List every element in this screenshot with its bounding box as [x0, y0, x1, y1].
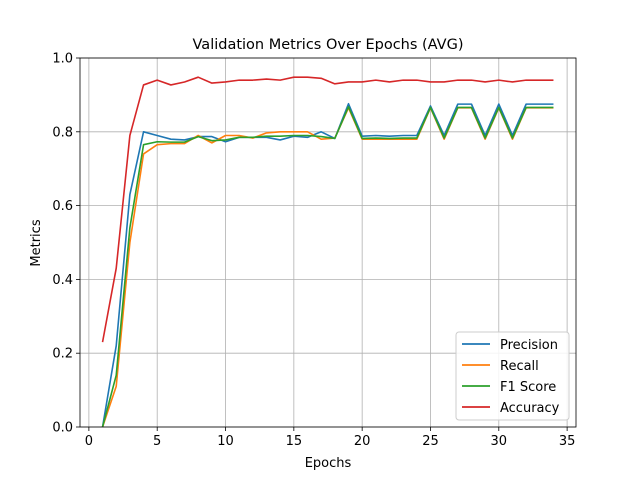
series-line-accuracy [101, 76, 554, 343]
series-lines [101, 76, 554, 428]
y-tick-label: 0.0 [52, 421, 73, 436]
legend-label-accuracy: Accuracy [500, 401, 560, 416]
y-tick-label: 0.4 [52, 273, 73, 288]
legend-box [455, 331, 570, 421]
plot-area-frame [79, 57, 577, 428]
series-line-precision [101, 102, 554, 428]
x-tick-label: 35 [559, 434, 576, 449]
y-tick-label: 1.0 [52, 52, 73, 67]
series-line-f1-score [101, 105, 554, 428]
x-tick-label: 20 [354, 434, 371, 449]
axis-ticks: 0 5 10 15 20 25 30 35 0.0 0.2 0.4 0.6 0.8 1.0 [52, 52, 575, 450]
y-tick-label: 0.6 [52, 199, 73, 214]
y-tick-label: 0.8 [52, 125, 73, 140]
chart-title: Validation Metrics Over Epochs (AVG) [193, 37, 464, 53]
x-tick-label: 25 [422, 434, 439, 449]
x-tick-label: 30 [491, 434, 508, 449]
legend-label-precision: Precision [500, 338, 558, 353]
x-tick-label: 15 [286, 434, 303, 449]
x-tick-label: 10 [217, 434, 234, 449]
legend-label-recall: Recall [500, 359, 539, 374]
x-tick-label: 5 [153, 434, 161, 449]
legend-label-f1-score: F1 Score [500, 380, 556, 395]
y-axis-label: Metrics [29, 219, 44, 266]
x-tick-label: 0 [85, 434, 93, 449]
legend: Precision Recall F1 Score Accuracy [455, 331, 570, 421]
x-axis-label: Epochs [305, 456, 352, 471]
y-tick-label: 0.2 [52, 347, 73, 362]
